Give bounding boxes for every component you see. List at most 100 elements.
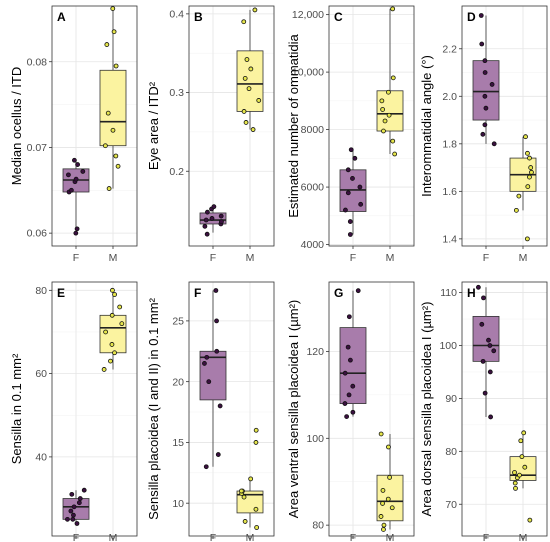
data-point-F	[76, 500, 82, 506]
y-tick-label: 0.2	[169, 166, 184, 178]
y-tick-label: 15	[172, 437, 184, 449]
y-tick-label: 1.6	[442, 186, 457, 198]
y-tick-label: 2.2	[442, 43, 457, 55]
data-point-M	[529, 169, 534, 175]
y-tick-label: 60	[35, 368, 47, 380]
y-tick-label: 70	[445, 499, 457, 511]
data-point-M	[522, 464, 528, 470]
y-tick-label: 0.06	[27, 228, 48, 240]
data-point-M	[379, 98, 385, 104]
box-iqr	[472, 315, 500, 362]
panel-G: 80 100 120 F M G Area ventral sensilla placoid…	[286, 281, 415, 542]
data-point-F	[214, 318, 219, 324]
data-point-F	[352, 155, 358, 161]
data-point-M	[242, 519, 248, 524]
data-point-M	[242, 75, 248, 81]
data-point-F	[483, 105, 489, 111]
data-point-F	[347, 219, 353, 224]
y-axis-title: Eye area / ITD²	[146, 81, 161, 170]
data-point-F	[343, 207, 348, 213]
data-point-M	[380, 488, 386, 493]
y-tick-label: 4000	[301, 239, 325, 251]
data-point-F	[348, 357, 353, 363]
data-point-F	[357, 184, 363, 190]
data-point-F	[80, 169, 86, 174]
panel-B: 0.2 0.3 0.4 F M B Eye area / ITD²	[146, 5, 275, 264]
panel-border	[51, 5, 138, 247]
panel-background	[462, 6, 547, 246]
data-point-F	[482, 70, 488, 75]
y-tick-label: 8000	[301, 124, 325, 136]
x-tick-label: M	[109, 532, 118, 542]
y-axis-title: Area dorsal sensilla placoidea I (µm²)	[419, 302, 434, 517]
data-point-F	[74, 226, 80, 232]
data-point-F	[491, 141, 497, 147]
data-point-F	[342, 401, 348, 406]
data-point-M	[381, 527, 386, 532]
y-tick-label: 12,000	[292, 9, 324, 21]
data-point-F	[346, 314, 352, 320]
box-M	[236, 9, 264, 130]
y-tick-label: 80	[312, 520, 324, 532]
data-point-M	[389, 505, 395, 511]
panel-letter: C	[334, 10, 343, 24]
data-point-M	[112, 292, 117, 297]
y-axis-title: Estimated number of ommatidia	[286, 33, 301, 217]
y-tick-label: 120	[306, 346, 324, 358]
box-iqr	[99, 69, 127, 147]
data-point-M	[512, 480, 518, 486]
data-point-M	[253, 440, 259, 445]
data-point-M	[527, 155, 532, 161]
x-tick-label: M	[246, 532, 255, 542]
data-point-F	[488, 414, 494, 420]
data-point-M	[252, 7, 258, 13]
data-point-M	[106, 186, 112, 191]
data-point-M	[256, 98, 262, 103]
data-point-M	[381, 522, 387, 528]
y-tick-label: 80	[35, 285, 47, 297]
data-point-M	[243, 120, 249, 125]
data-point-M	[112, 350, 117, 356]
panel-border	[461, 5, 548, 247]
y-axis-title: Interommatidial angle (°)	[419, 55, 434, 197]
data-point-M	[390, 75, 396, 81]
data-point-F	[74, 521, 80, 526]
data-point-M	[110, 6, 116, 11]
data-point-F	[480, 131, 486, 137]
data-point-F	[482, 58, 488, 64]
data-point-F	[213, 288, 219, 293]
data-point-M	[525, 184, 531, 189]
x-tick-label: F	[350, 532, 356, 542]
panel-border	[188, 5, 275, 247]
data-point-F	[482, 390, 488, 396]
data-point-M	[250, 127, 256, 132]
y-tick-label: 10,000	[292, 67, 324, 79]
panel-E: 40 60 80 F M E Sensilla in 0.1 mm²	[9, 281, 138, 542]
data-point-M	[254, 525, 260, 530]
data-point-F	[205, 209, 210, 215]
data-point-F	[358, 201, 364, 207]
data-point-M	[378, 431, 384, 437]
data-point-F	[355, 288, 361, 294]
data-point-M	[111, 29, 117, 35]
y-tick-label: 1.8	[442, 138, 457, 150]
data-point-M	[513, 207, 519, 213]
data-point-F	[487, 343, 493, 348]
data-point-F	[491, 348, 497, 354]
data-point-F	[350, 176, 355, 181]
data-point-F	[346, 392, 352, 398]
data-point-M	[241, 109, 247, 114]
data-point-M	[104, 42, 110, 47]
panel-border	[461, 281, 548, 537]
data-point-M	[378, 514, 384, 519]
data-point-F	[350, 383, 356, 389]
x-tick-label: M	[519, 252, 528, 264]
y-tick-label: 40	[35, 451, 47, 463]
data-point-M	[119, 321, 125, 327]
panel-D: 1.4 1.6 1.8 2.0 2.2 F M D Interommatidial angle …	[419, 5, 548, 264]
panel-letter: A	[57, 10, 66, 24]
x-tick-label: M	[519, 532, 528, 542]
data-point-M	[386, 112, 392, 118]
data-point-F	[77, 496, 83, 501]
data-point-M	[386, 444, 391, 450]
